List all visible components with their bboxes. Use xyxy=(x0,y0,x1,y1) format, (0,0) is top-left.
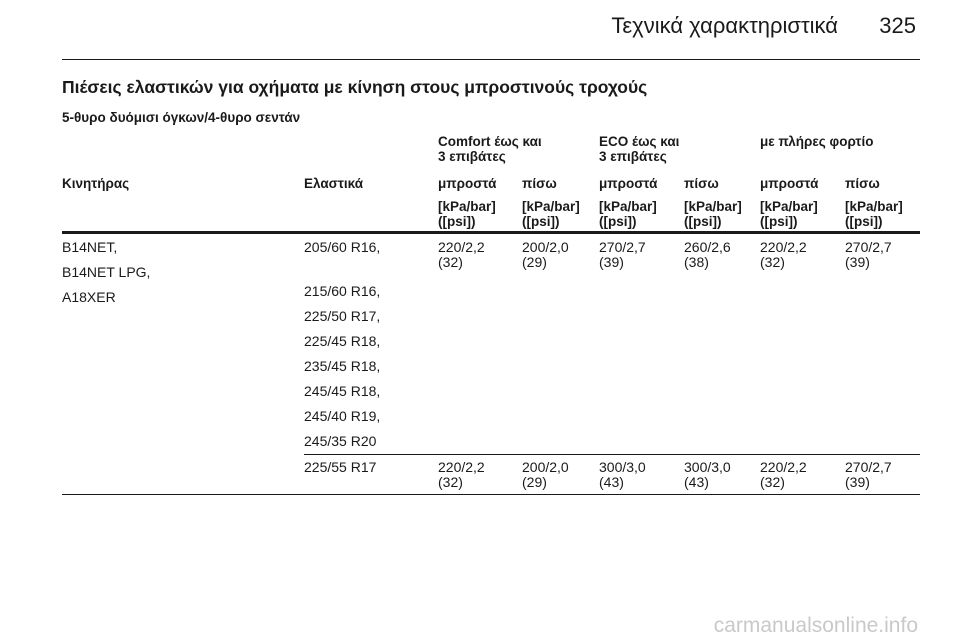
engine-cell: A18XER xyxy=(62,289,116,305)
pressure-cell: 200/2,0 (29) xyxy=(522,459,569,490)
unit-header: [kPa/bar] ([psi]) xyxy=(760,199,818,229)
group-header-comfort: Comfort έως και 3 επιβάτες xyxy=(438,134,542,164)
tyre-cell: 225/45 R18, xyxy=(304,333,381,349)
pressure-cell: 300/3,0 (43) xyxy=(599,459,646,490)
tyre-cell: 245/40 R19, xyxy=(304,408,381,424)
unit-header: [kPa/bar] ([psi]) xyxy=(522,199,580,229)
column-header-eco-rear: πίσω xyxy=(684,176,719,191)
pressure-cell: 300/3,0 (43) xyxy=(684,459,731,490)
group-header-full-load: με πλήρες φορτίο xyxy=(760,134,874,149)
column-header-eco-front: μπροστά xyxy=(599,176,658,191)
pressure-cell: 220/2,2 (32) xyxy=(438,459,485,490)
column-header-full-front: μπροστά xyxy=(760,176,819,191)
engine-cell: B14NET LPG, xyxy=(62,264,151,280)
pressure-cell: 270/2,7 (39) xyxy=(845,239,892,270)
group-header-eco: ECO έως και 3 επιβάτες xyxy=(599,134,680,164)
tyre-cell: 205/60 R16, xyxy=(304,239,381,255)
pressure-cell: 260/2,6 (38) xyxy=(684,239,731,270)
row-divider xyxy=(304,454,920,455)
page-number: 325 xyxy=(879,13,916,38)
unit-header: [kPa/bar] ([psi]) xyxy=(684,199,742,229)
pressure-cell: 270/2,7 (39) xyxy=(845,459,892,490)
section-title: Πιέσεις ελαστικών για οχήματα με κίνηση … xyxy=(62,77,648,97)
column-header-tyres: Ελαστικά xyxy=(304,176,364,191)
pressure-cell: 270/2,7 (39) xyxy=(599,239,646,270)
column-header-engine: Κινητήρας xyxy=(62,176,130,191)
pressure-cell: 220/2,2 (32) xyxy=(760,239,807,270)
table-header-rule xyxy=(62,231,920,234)
unit-header: [kPa/bar] ([psi]) xyxy=(599,199,657,229)
engine-cell: B14NET, xyxy=(62,239,118,255)
column-header-comfort-front: μπροστά xyxy=(438,176,497,191)
pressure-cell: 220/2,2 (32) xyxy=(760,459,807,490)
table-bottom-rule xyxy=(62,494,920,495)
tyre-cell: 245/45 R18, xyxy=(304,383,381,399)
tyre-cell: 245/35 R20 xyxy=(304,433,377,449)
header-divider xyxy=(62,59,920,60)
unit-header: [kPa/bar] ([psi]) xyxy=(438,199,496,229)
column-header-full-rear: πίσω xyxy=(845,176,880,191)
column-header-comfort-rear: πίσω xyxy=(522,176,557,191)
tyre-cell: 235/45 R18, xyxy=(304,358,381,374)
pressure-cell: 200/2,0 (29) xyxy=(522,239,569,270)
pressure-cell: 220/2,2 (32) xyxy=(438,239,485,270)
page-header-title: Τεχνικά χαρακτηριστικά xyxy=(611,13,838,38)
tyre-cell: 225/50 R17, xyxy=(304,308,381,324)
tyre-cell: 215/60 R16, xyxy=(304,283,381,299)
watermark: carmanualsonline.info xyxy=(713,614,918,637)
tyre-cell: 225/55 R17 xyxy=(304,459,377,475)
section-subtitle: 5-θυρο δυόμισι όγκων/4-θυρο σεντάν xyxy=(62,110,301,125)
unit-header: [kPa/bar] ([psi]) xyxy=(845,199,903,229)
